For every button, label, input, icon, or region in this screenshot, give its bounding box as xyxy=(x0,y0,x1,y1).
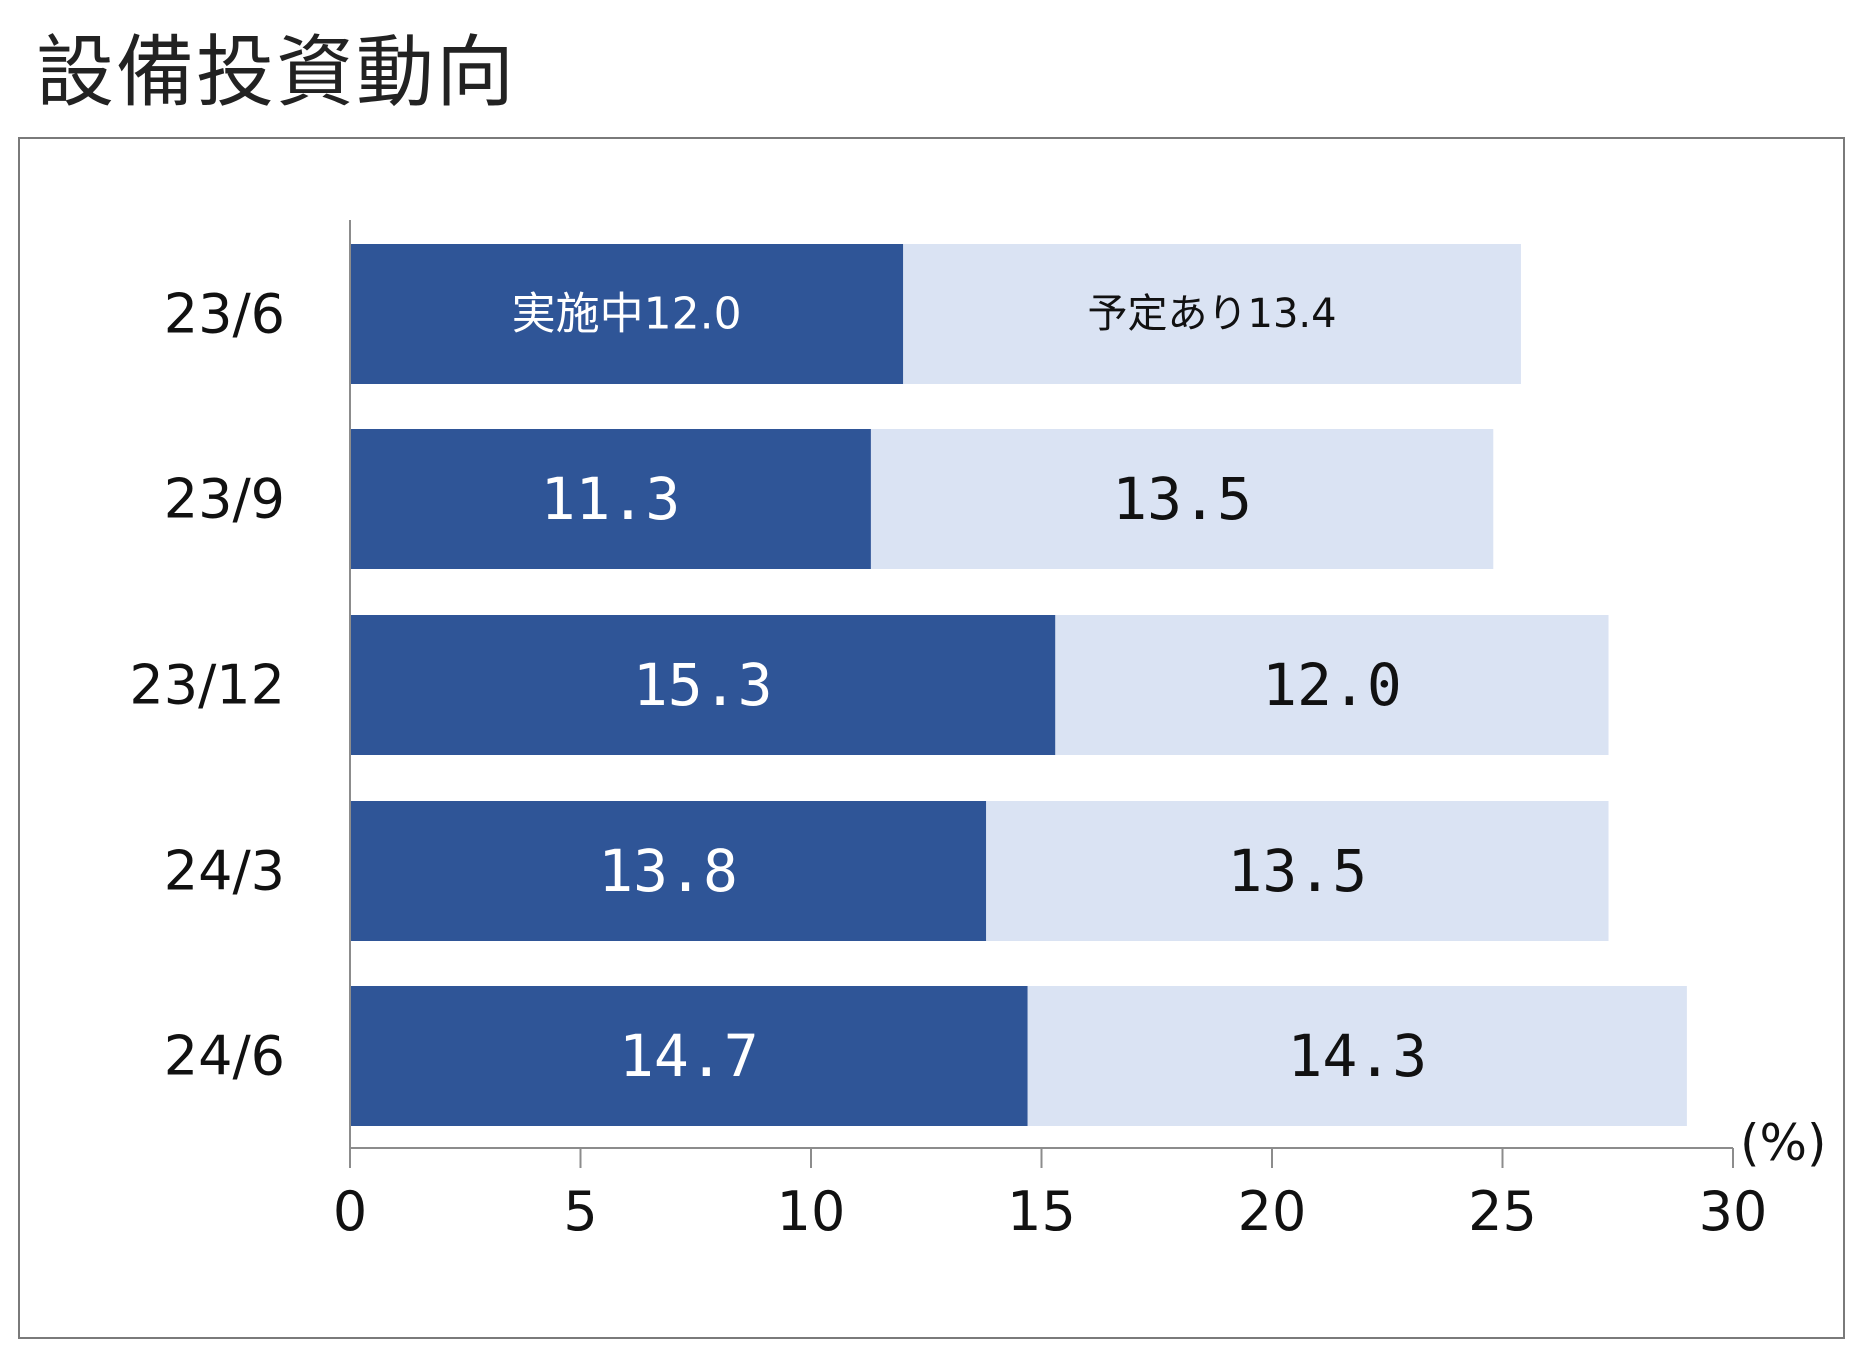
bar-implementing-1 xyxy=(350,429,871,569)
x-tick-label: 5 xyxy=(563,1180,597,1243)
category-label: 23/9 xyxy=(164,468,285,531)
category-label: 23/12 xyxy=(129,654,285,717)
data-label: 13.8 xyxy=(598,837,738,905)
page-title: 設備投資動向 xyxy=(36,28,517,118)
bar-planned-1 xyxy=(870,429,1494,569)
x-tick-label: 0 xyxy=(333,1180,367,1243)
category-label: 24/6 xyxy=(164,1025,285,1088)
data-label: 14.3 xyxy=(1287,1022,1427,1090)
data-label: 11.3 xyxy=(541,465,681,533)
bar-planned-0 xyxy=(903,244,1521,384)
x-tick-label: 25 xyxy=(1468,1180,1537,1243)
category-label: 24/3 xyxy=(164,840,285,903)
category-label: 23/6 xyxy=(164,283,285,346)
bar-implementing-0 xyxy=(350,244,904,384)
x-tick-label: 15 xyxy=(1007,1180,1076,1243)
bar-planned-3 xyxy=(986,801,1609,941)
x-tick-label: 20 xyxy=(1238,1180,1307,1243)
bar-implementing-3 xyxy=(350,801,987,941)
x-tick-label: 30 xyxy=(1699,1180,1768,1243)
bar-implementing-4 xyxy=(350,986,1028,1126)
data-label: 15.3 xyxy=(633,651,773,719)
x-tick-label: 10 xyxy=(777,1180,846,1243)
data-label: 予定あり13.4 xyxy=(1088,291,1337,337)
data-label: 13.5 xyxy=(1112,465,1252,533)
chart-frame xyxy=(18,137,1845,1339)
x-unit-label: (%) xyxy=(1740,1114,1827,1172)
bar-planned-2 xyxy=(1055,615,1609,755)
data-label: 実施中12.0 xyxy=(512,289,742,340)
data-label: 14.7 xyxy=(619,1022,759,1090)
data-label: 13.5 xyxy=(1228,837,1368,905)
bar-planned-4 xyxy=(1027,986,1687,1126)
bar-implementing-2 xyxy=(350,615,1056,755)
data-label: 12.0 xyxy=(1262,651,1402,719)
